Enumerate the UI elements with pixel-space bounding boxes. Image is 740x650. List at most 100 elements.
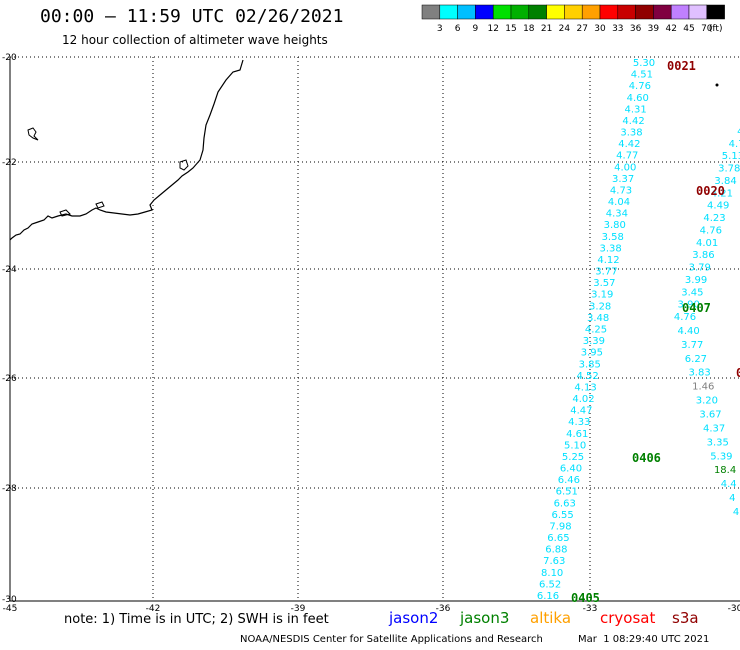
swh-value: 4.52 bbox=[577, 371, 599, 382]
longitude-label: -39 bbox=[291, 604, 306, 614]
pass-labels: 0021 0020 0407 0406 0405 0 bbox=[571, 59, 740, 605]
satellite-altika: altika bbox=[530, 609, 572, 627]
satellite-jason3: jason3 bbox=[460, 609, 510, 627]
swh-value: 3.20 bbox=[696, 396, 718, 407]
swh-value: 3.38 bbox=[620, 128, 642, 139]
swh-value: 3.67 bbox=[699, 410, 721, 421]
swh-value: 4.23 bbox=[703, 213, 725, 224]
colorbar-unit: (ft) bbox=[709, 24, 723, 34]
colorbar-label: 39 bbox=[648, 24, 660, 34]
swh-value: 6.46 bbox=[558, 475, 580, 486]
swh-value: 4.00 bbox=[614, 162, 636, 173]
latitude-label: -28 bbox=[2, 484, 17, 494]
swh-value: 4.25 bbox=[585, 325, 607, 336]
swh-value: 3.77 bbox=[595, 267, 617, 278]
colorbar-legend: 3 6 9 12 15 18 21 24 27 30 33 36 39 42 45 70(ft) bbox=[421, 4, 725, 34]
swh-value: 5.13 bbox=[722, 151, 740, 162]
swh-value: 4.4 bbox=[721, 479, 737, 490]
colorbar-label: 45 bbox=[683, 24, 694, 34]
swh-value: 4.61 bbox=[566, 429, 588, 440]
latitude-label: -22 bbox=[2, 158, 17, 168]
longitude-label: -36 bbox=[436, 604, 451, 614]
colorbar-label: 36 bbox=[630, 24, 642, 34]
swh-value: 3.38 bbox=[599, 243, 621, 254]
pass-id-label: 0406 bbox=[632, 451, 661, 465]
swh-value: 4 bbox=[737, 126, 740, 137]
satellite-s3a: s3a bbox=[672, 609, 699, 627]
swh-value: 4.42 bbox=[622, 116, 644, 127]
map-frame bbox=[9, 56, 740, 602]
swh-value: 6.27 bbox=[685, 354, 707, 365]
colorbar-label: 12 bbox=[487, 24, 498, 34]
colorbar-label: 9 bbox=[473, 24, 479, 34]
swh-value: 4.76 bbox=[700, 225, 722, 236]
swh-value: 3.58 bbox=[602, 232, 624, 243]
swh-value: 3.84 bbox=[714, 176, 736, 187]
swh-value: 4.13 bbox=[574, 382, 596, 393]
axis-labels: -20-22-24-26-28-30-45 -42 -39 -36 -33 -30 bbox=[2, 53, 740, 614]
altimeter-track-right: 444.75.133.783.844.214.494.234.764.013.8… bbox=[674, 126, 740, 518]
swh-value: 5.10 bbox=[564, 440, 586, 451]
colorbar-label: 6 bbox=[455, 24, 461, 34]
swh-value: 3.99 bbox=[685, 275, 707, 286]
pass-id-label: 0407 bbox=[682, 301, 711, 315]
swh-value: 3.19 bbox=[591, 290, 613, 301]
colorbar-label: 21 bbox=[541, 24, 552, 34]
colorbar-swatch bbox=[706, 4, 725, 20]
swh-value: 6.65 bbox=[547, 533, 569, 544]
swh-value: 4.7 bbox=[729, 139, 740, 150]
swh-value: 7.98 bbox=[549, 521, 571, 532]
swh-value: 4.76 bbox=[674, 312, 696, 323]
colorbar-label: 27 bbox=[576, 24, 587, 34]
swh-value: 4.02 bbox=[572, 394, 594, 405]
swh-value: 7.63 bbox=[543, 556, 565, 567]
swh-value: 6.40 bbox=[560, 464, 582, 475]
swh-value: 4.76 bbox=[629, 81, 651, 92]
page-subtitle: 12 hour collection of altimeter wave hei… bbox=[62, 33, 328, 47]
swh-value: 6.51 bbox=[556, 487, 578, 498]
swh-value: 3.37 bbox=[612, 174, 634, 185]
swh-value: 4.49 bbox=[707, 201, 729, 212]
swh-value: 3.48 bbox=[587, 313, 609, 324]
colorbar-label: 15 bbox=[505, 24, 516, 34]
latitude-label: -20 bbox=[2, 53, 17, 63]
colorbar-label: 30 bbox=[594, 24, 606, 34]
swh-value: 3.80 bbox=[604, 220, 626, 231]
swh-value: 6.16 bbox=[537, 591, 559, 602]
altimeter-track-left: 5.304.514.764.604.314.423.384.424.774.00… bbox=[537, 58, 655, 602]
latitude-label: -24 bbox=[2, 265, 17, 275]
colorbar-label: 18 bbox=[523, 24, 535, 34]
swh-value: 4.21 bbox=[711, 188, 733, 199]
swh-value: 3.95 bbox=[581, 348, 603, 359]
swh-value: 1.46 bbox=[692, 382, 714, 393]
swh-value: 3.83 bbox=[688, 368, 710, 379]
swh-value: 6.52 bbox=[539, 579, 561, 590]
swh-value: 3.57 bbox=[593, 278, 615, 289]
swh-value: 4.12 bbox=[597, 255, 619, 266]
swh-value: 5.25 bbox=[562, 452, 584, 463]
swh-value: 4.40 bbox=[678, 326, 700, 337]
swh-value: 4.34 bbox=[606, 209, 628, 220]
swh-value: 3.79 bbox=[689, 263, 711, 274]
swh-value: 4.33 bbox=[568, 417, 590, 428]
footer-note: note: 1) Time is in UTC; 2) SWH is in fe… bbox=[64, 612, 329, 627]
credit-line: NOAA/NESDIS Center for Satellite Applica… bbox=[240, 634, 543, 645]
swh-value: 4.73 bbox=[610, 185, 632, 196]
swh-value: 4.04 bbox=[608, 197, 630, 208]
pass-id-label: 0021 bbox=[667, 59, 696, 73]
swh-value: 3.77 bbox=[681, 340, 703, 351]
longitude-label: -42 bbox=[146, 604, 161, 614]
colorbar-label: 42 bbox=[665, 24, 676, 34]
swh-value: 5.30 bbox=[633, 58, 655, 69]
swh-value: 4.31 bbox=[625, 104, 647, 115]
swh-value: 3.45 bbox=[681, 287, 703, 298]
swh-value: 18.4 bbox=[714, 465, 736, 476]
swh-value: 3.86 bbox=[692, 250, 714, 261]
swh-value: 3.35 bbox=[707, 437, 729, 448]
colorbar-label: 24 bbox=[559, 24, 571, 34]
colorbar-label: 3 bbox=[437, 24, 443, 34]
swh-value: 3.39 bbox=[583, 336, 605, 347]
latitude-label: -26 bbox=[2, 374, 17, 384]
swh-value: 4 bbox=[729, 493, 735, 504]
